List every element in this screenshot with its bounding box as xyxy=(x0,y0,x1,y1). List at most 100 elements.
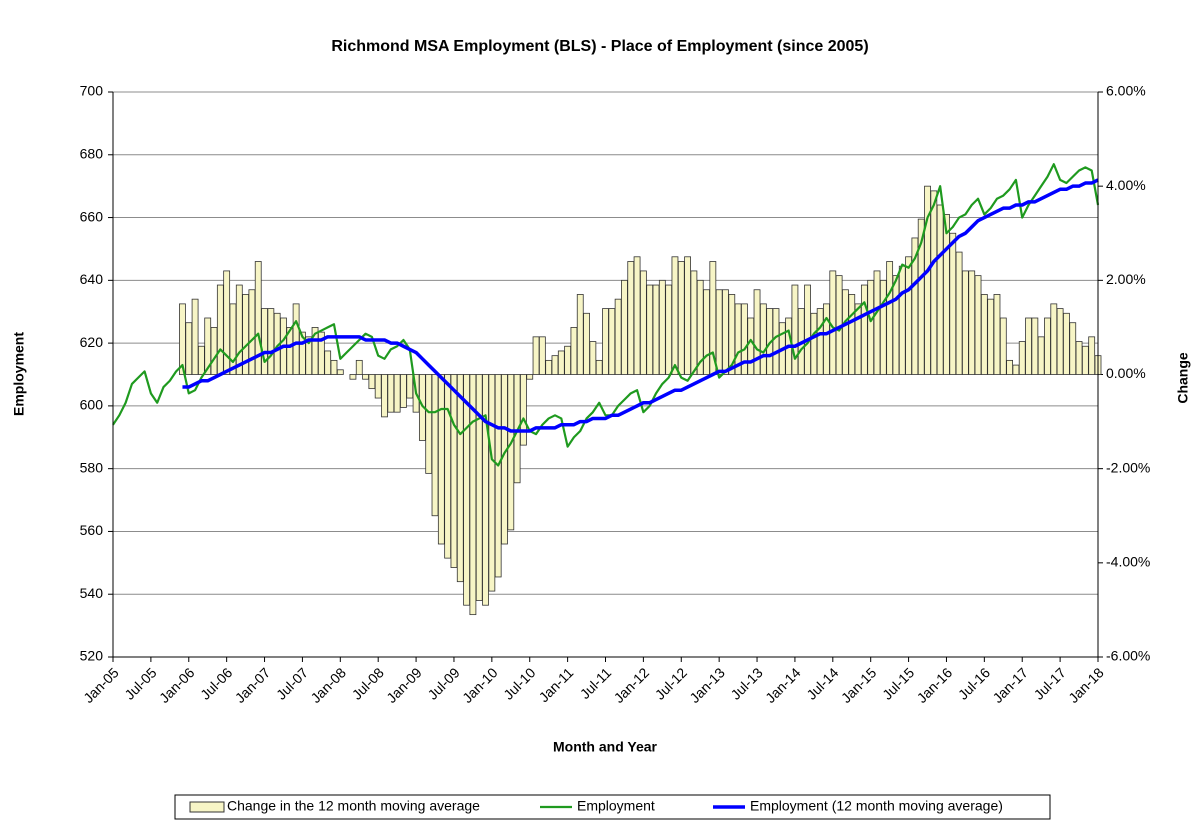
bar xyxy=(867,279,875,375)
bar xyxy=(987,298,995,375)
bar xyxy=(936,204,944,375)
bar xyxy=(475,374,483,601)
bar xyxy=(886,261,894,375)
chart-title: Richmond MSA Employment (BLS) - Place of… xyxy=(331,38,868,55)
bar xyxy=(943,214,950,375)
bar xyxy=(980,294,988,375)
plot-frame xyxy=(112,92,1099,658)
bar xyxy=(1018,341,1026,375)
bar xyxy=(842,289,849,375)
bar xyxy=(216,284,224,375)
bar xyxy=(633,256,641,375)
bar xyxy=(804,284,811,375)
bar xyxy=(179,303,186,375)
y-tick-label: 520 xyxy=(80,648,104,664)
y-tick-label: 700 xyxy=(80,83,104,99)
bar xyxy=(873,270,881,375)
y2-tick-label: 0.00% xyxy=(1106,365,1146,381)
y2-tick-label: 6.00% xyxy=(1106,83,1146,99)
y2-tick-label: 4.00% xyxy=(1106,177,1146,193)
bar xyxy=(810,312,818,375)
bar xyxy=(261,308,268,375)
bar xyxy=(955,251,963,375)
bar xyxy=(387,374,395,413)
bar xyxy=(425,374,433,474)
bar xyxy=(595,359,603,375)
bar xyxy=(684,256,691,375)
bar xyxy=(602,308,609,375)
y-tick-label: 600 xyxy=(80,397,104,413)
bar xyxy=(627,261,635,375)
bar xyxy=(589,341,597,375)
bar xyxy=(482,374,489,606)
y-tick-label: 640 xyxy=(80,271,104,287)
bar xyxy=(545,359,553,375)
bar xyxy=(576,294,584,375)
bar xyxy=(463,374,470,606)
y-tick-label: 660 xyxy=(80,208,104,224)
bar xyxy=(1088,336,1096,375)
bar xyxy=(848,294,856,375)
bar xyxy=(759,303,767,375)
bar xyxy=(879,279,887,375)
bar xyxy=(614,298,622,375)
legend-label: Change in the 12 month moving average xyxy=(227,798,480,814)
bar xyxy=(494,374,502,578)
bar xyxy=(1075,341,1083,375)
bar xyxy=(1012,364,1020,375)
bar xyxy=(532,336,540,375)
bar xyxy=(557,350,565,375)
bar xyxy=(715,289,723,375)
bar xyxy=(267,308,275,375)
bar xyxy=(368,374,376,390)
bar xyxy=(393,374,401,413)
y-axis-title: Employment xyxy=(11,332,27,416)
bar xyxy=(1056,308,1064,375)
bar xyxy=(292,303,300,375)
bar xyxy=(551,355,559,375)
bar xyxy=(374,374,382,399)
bar xyxy=(823,303,830,375)
bar xyxy=(652,284,660,375)
bar xyxy=(1044,317,1051,375)
bar xyxy=(583,312,590,375)
bar xyxy=(336,369,344,375)
bar xyxy=(210,327,218,375)
bar xyxy=(639,270,647,375)
bar xyxy=(526,374,534,380)
bar xyxy=(816,308,824,375)
bar xyxy=(349,374,357,380)
bar xyxy=(677,261,685,375)
bar xyxy=(437,374,445,545)
y-tick-label: 580 xyxy=(80,459,104,475)
bar xyxy=(1081,345,1089,375)
bar xyxy=(671,256,679,375)
y2-axis-title: Change xyxy=(1175,352,1191,404)
bar xyxy=(355,359,363,375)
line xyxy=(112,163,1100,467)
bar xyxy=(488,374,496,592)
bar xyxy=(772,308,780,375)
y2-tick-label: -2.00% xyxy=(1106,459,1150,475)
y2-tick-label: 2.00% xyxy=(1106,271,1146,287)
bar xyxy=(1037,336,1045,375)
bar xyxy=(1069,322,1077,375)
bar xyxy=(747,317,755,375)
bar xyxy=(860,284,868,375)
bar xyxy=(703,289,710,375)
y-tick-label: 560 xyxy=(80,522,104,538)
bar xyxy=(1006,359,1014,375)
bar xyxy=(962,270,969,375)
bar xyxy=(400,374,407,408)
legend-label: Employment xyxy=(577,798,655,814)
bar xyxy=(570,327,578,375)
bar xyxy=(381,374,388,418)
bar xyxy=(564,345,572,375)
bar xyxy=(791,284,799,375)
bar xyxy=(1025,317,1032,375)
bar xyxy=(690,270,698,375)
bar xyxy=(1050,303,1058,375)
bar xyxy=(999,317,1007,375)
y-tick-label: 540 xyxy=(80,585,104,601)
bar xyxy=(905,256,912,375)
